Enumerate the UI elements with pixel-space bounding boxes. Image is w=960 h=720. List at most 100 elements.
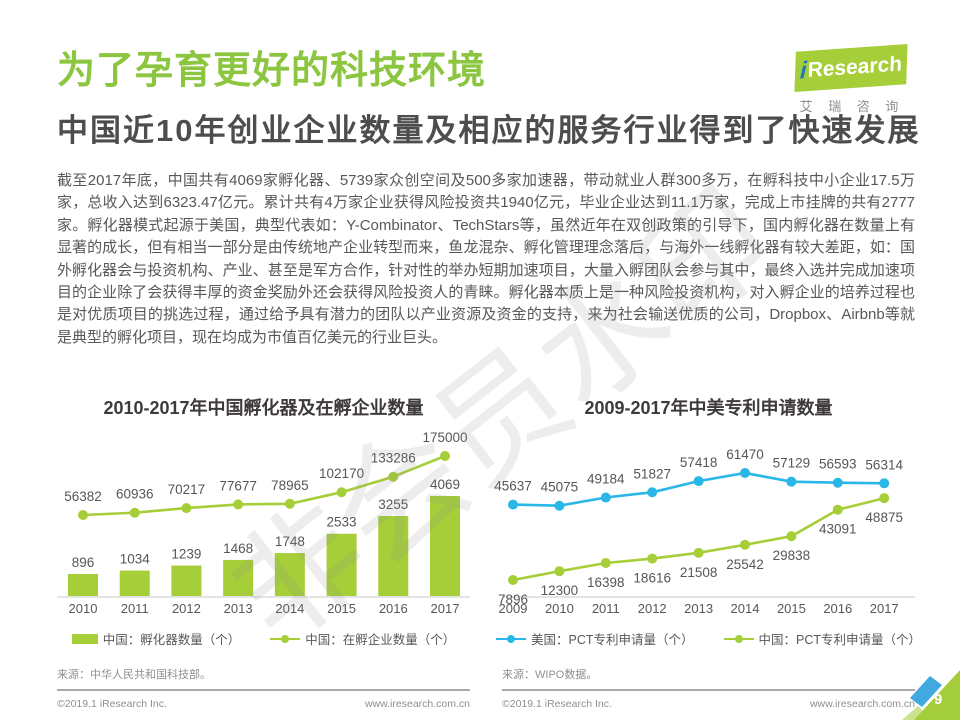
data-point <box>832 504 843 515</box>
bar-value-label: 1239 <box>171 547 201 562</box>
point-value-label: 57129 <box>773 456 811 471</box>
patent-chart-canvas: 2009 2010 2011 2012 2013 2014 2015 2016 2017 4563… <box>494 447 915 616</box>
bar <box>326 533 357 596</box>
point-value-label: 57418 <box>680 455 718 470</box>
bar <box>429 496 460 596</box>
data-point <box>879 478 890 489</box>
legend-label: 美国：PCT专利申请量（个） <box>530 633 694 647</box>
data-point <box>508 499 518 510</box>
data-point <box>786 476 797 487</box>
legend-incubators: 中国：孵化器数量（个） 中国：在孵企业数量（个） <box>57 629 470 648</box>
point-value-label: 29838 <box>773 548 811 563</box>
data-point <box>129 507 140 518</box>
chart-title-patents: 2009-2017年中美专利申请数量 <box>584 398 833 418</box>
x-tick-label: 2017 <box>870 601 899 616</box>
data-point <box>181 503 192 514</box>
bar-value-label: 2533 <box>327 515 357 530</box>
footer-left: ©2019.1 iResearch Inc. www.iresearch.com… <box>57 698 470 710</box>
x-tick-label: 2013 <box>224 601 253 616</box>
point-value-label: 25542 <box>726 557 764 572</box>
point-value-label: 77677 <box>219 478 257 493</box>
legend-item-incubated-enterprises: 中国：在孵企业数量（个） <box>270 629 455 648</box>
bar <box>378 516 409 596</box>
footer-copyright: ©2019.1 iResearch Inc. <box>502 698 612 710</box>
divider-right <box>502 689 915 691</box>
data-point <box>693 547 704 558</box>
logo-brand-text: Research <box>807 52 903 83</box>
point-value-label: 16398 <box>587 575 625 590</box>
x-tick-label: 2010 <box>69 601 98 616</box>
corner-ribbon-icon <box>902 670 960 720</box>
legend-label: 中国：在孵企业数量（个） <box>305 633 456 647</box>
point-value-label: 56314 <box>865 457 903 472</box>
bar <box>119 570 150 596</box>
logo-cn-name: 艾 瑞 咨 询 <box>799 99 905 114</box>
data-point <box>233 499 244 510</box>
logo-letter-i: i <box>799 57 808 85</box>
legend-label: 中国：PCT专利申请量（个） <box>758 633 922 647</box>
x-tick-label: 2010 <box>545 601 574 616</box>
bar-swatch-icon <box>71 633 98 644</box>
bar-value-label: 3255 <box>378 497 408 512</box>
data-point <box>740 539 750 550</box>
data-point <box>600 558 611 569</box>
data-point <box>786 531 797 542</box>
bar <box>171 565 202 596</box>
x-tick-label: 2011 <box>121 601 149 616</box>
data-point <box>832 477 843 488</box>
data-point <box>388 471 399 482</box>
footer-website: www.iresearch.com.cn <box>809 698 915 710</box>
x-tick-label: 2014 <box>731 601 760 616</box>
data-point <box>647 487 658 498</box>
bar <box>274 553 305 596</box>
line-series <box>82 454 446 517</box>
data-point <box>600 492 611 503</box>
point-value-label: 61470 <box>726 447 764 462</box>
point-value-label: 175000 <box>422 430 467 445</box>
legend-item-incubator-count: 中国：孵化器数量（个） <box>71 629 241 648</box>
source-note-right: 来源：WIPO数据。 <box>502 669 598 681</box>
chart-title-incubators: 2010-2017年中国孵化器及在孵企业数量 <box>103 398 424 418</box>
point-value-label: 45075 <box>541 480 579 495</box>
x-tick-label: 2017 <box>431 601 460 616</box>
x-tick-label: 2013 <box>684 601 713 616</box>
point-value-label: 48875 <box>865 510 903 525</box>
iresearch-logo: i Research 艾 瑞 咨 询 <box>793 42 911 114</box>
x-tick-label: 2009 <box>499 601 528 616</box>
point-value-label: 12300 <box>541 583 579 598</box>
point-value-label: 51827 <box>633 466 671 481</box>
bar <box>223 559 254 596</box>
point-value-label: 102170 <box>319 466 364 481</box>
divider-left <box>57 689 470 691</box>
bar-value-label: 896 <box>72 555 95 570</box>
line-marker-icon <box>495 634 526 644</box>
data-point <box>554 500 565 511</box>
data-point <box>78 510 88 520</box>
legend-label: 中国：孵化器数量（个） <box>102 633 241 647</box>
point-value-label: 49184 <box>587 472 625 487</box>
point-value-label: 60936 <box>116 487 154 502</box>
line-marker-icon <box>723 634 754 644</box>
data-point <box>284 498 295 509</box>
point-value-label: 21508 <box>680 565 718 580</box>
incubator-chart-canvas: 2010 2011 2012 2013 2014 2015 2016 2017 896 1034 1… <box>57 430 470 616</box>
x-tick-label: 2012 <box>638 601 667 616</box>
data-point <box>740 468 750 478</box>
point-value-label: 18616 <box>633 571 671 586</box>
x-tick-label: 2016 <box>823 601 852 616</box>
point-value-label: 45637 <box>494 479 532 494</box>
logo-flag: i Research <box>794 43 908 93</box>
footer-website: www.iresearch.com.cn <box>364 698 470 710</box>
bar-value-label: 1468 <box>223 541 253 556</box>
x-tick-label: 2015 <box>327 601 356 616</box>
data-point <box>439 451 450 461</box>
page-title: 为了孕育更好的科技环境 <box>57 50 487 92</box>
data-point <box>554 566 565 577</box>
data-point <box>336 487 347 498</box>
source-note-left: 来源：中华人民共和国科技部。 <box>57 669 211 681</box>
bar-value-label: 4069 <box>430 477 460 492</box>
data-point <box>879 493 890 504</box>
page-subtitle: 中国近10年创业企业数量及相应的服务行业得到了快速发展 <box>57 113 921 148</box>
point-value-label: 78965 <box>271 478 309 493</box>
